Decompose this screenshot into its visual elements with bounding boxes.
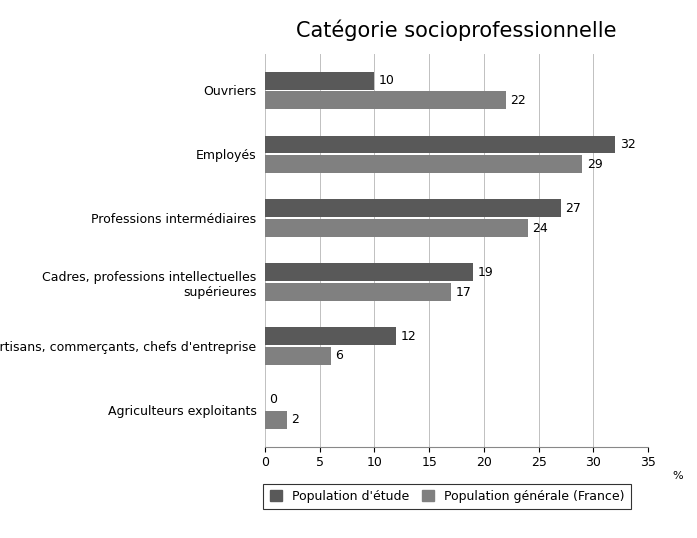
- Text: 32: 32: [620, 138, 636, 151]
- Bar: [265, 200, 560, 217]
- Text: 12: 12: [401, 330, 416, 343]
- Legend: Population d'étude, Population générale (France): Population d'étude, Population générale …: [263, 484, 631, 509]
- Text: 19: 19: [477, 266, 493, 279]
- Bar: [265, 72, 374, 89]
- Text: 24: 24: [532, 222, 548, 235]
- Bar: [265, 155, 583, 173]
- Text: 0: 0: [269, 393, 277, 406]
- Bar: [265, 411, 286, 429]
- Text: 27: 27: [565, 202, 581, 215]
- Text: 2: 2: [291, 413, 299, 426]
- Bar: [265, 347, 330, 365]
- Text: 29: 29: [587, 158, 603, 171]
- Text: 17: 17: [455, 286, 471, 299]
- Text: 22: 22: [510, 94, 526, 107]
- Bar: [265, 327, 397, 345]
- Bar: [265, 263, 473, 281]
- Text: %: %: [673, 471, 683, 481]
- Bar: [265, 136, 615, 153]
- Bar: [265, 219, 528, 237]
- Text: 6: 6: [335, 349, 343, 363]
- Bar: [265, 283, 451, 301]
- Bar: [265, 91, 506, 109]
- Text: 10: 10: [378, 74, 395, 87]
- Title: Catégorie socioprofessionnelle: Catégorie socioprofessionnelle: [296, 19, 617, 41]
